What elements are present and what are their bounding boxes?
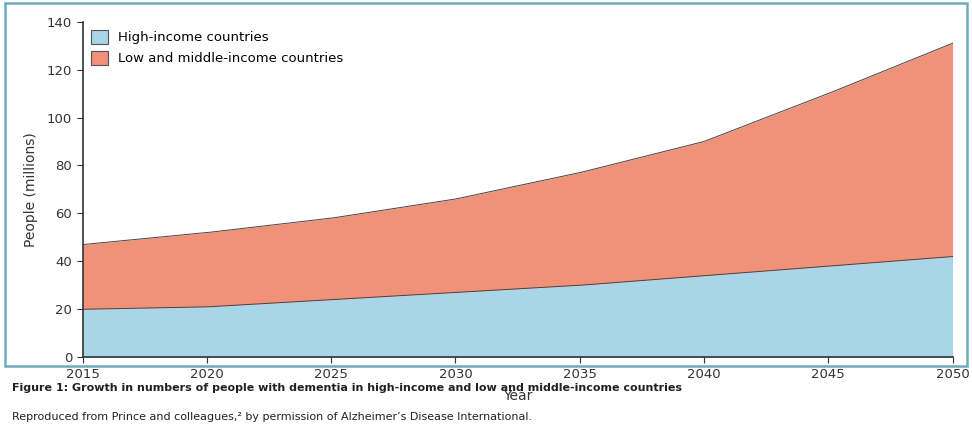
Text: Reproduced from Prince and colleagues,² by permission of Alzheimer’s Disease Int: Reproduced from Prince and colleagues,² … xyxy=(12,412,532,422)
Legend: High-income countries, Low and middle-income countries: High-income countries, Low and middle-in… xyxy=(87,26,347,69)
Text: Figure 1: Growth in numbers of people with dementia in high-income and low and m: Figure 1: Growth in numbers of people wi… xyxy=(12,383,681,393)
X-axis label: Year: Year xyxy=(503,389,533,403)
Y-axis label: People (millions): People (millions) xyxy=(24,132,39,247)
